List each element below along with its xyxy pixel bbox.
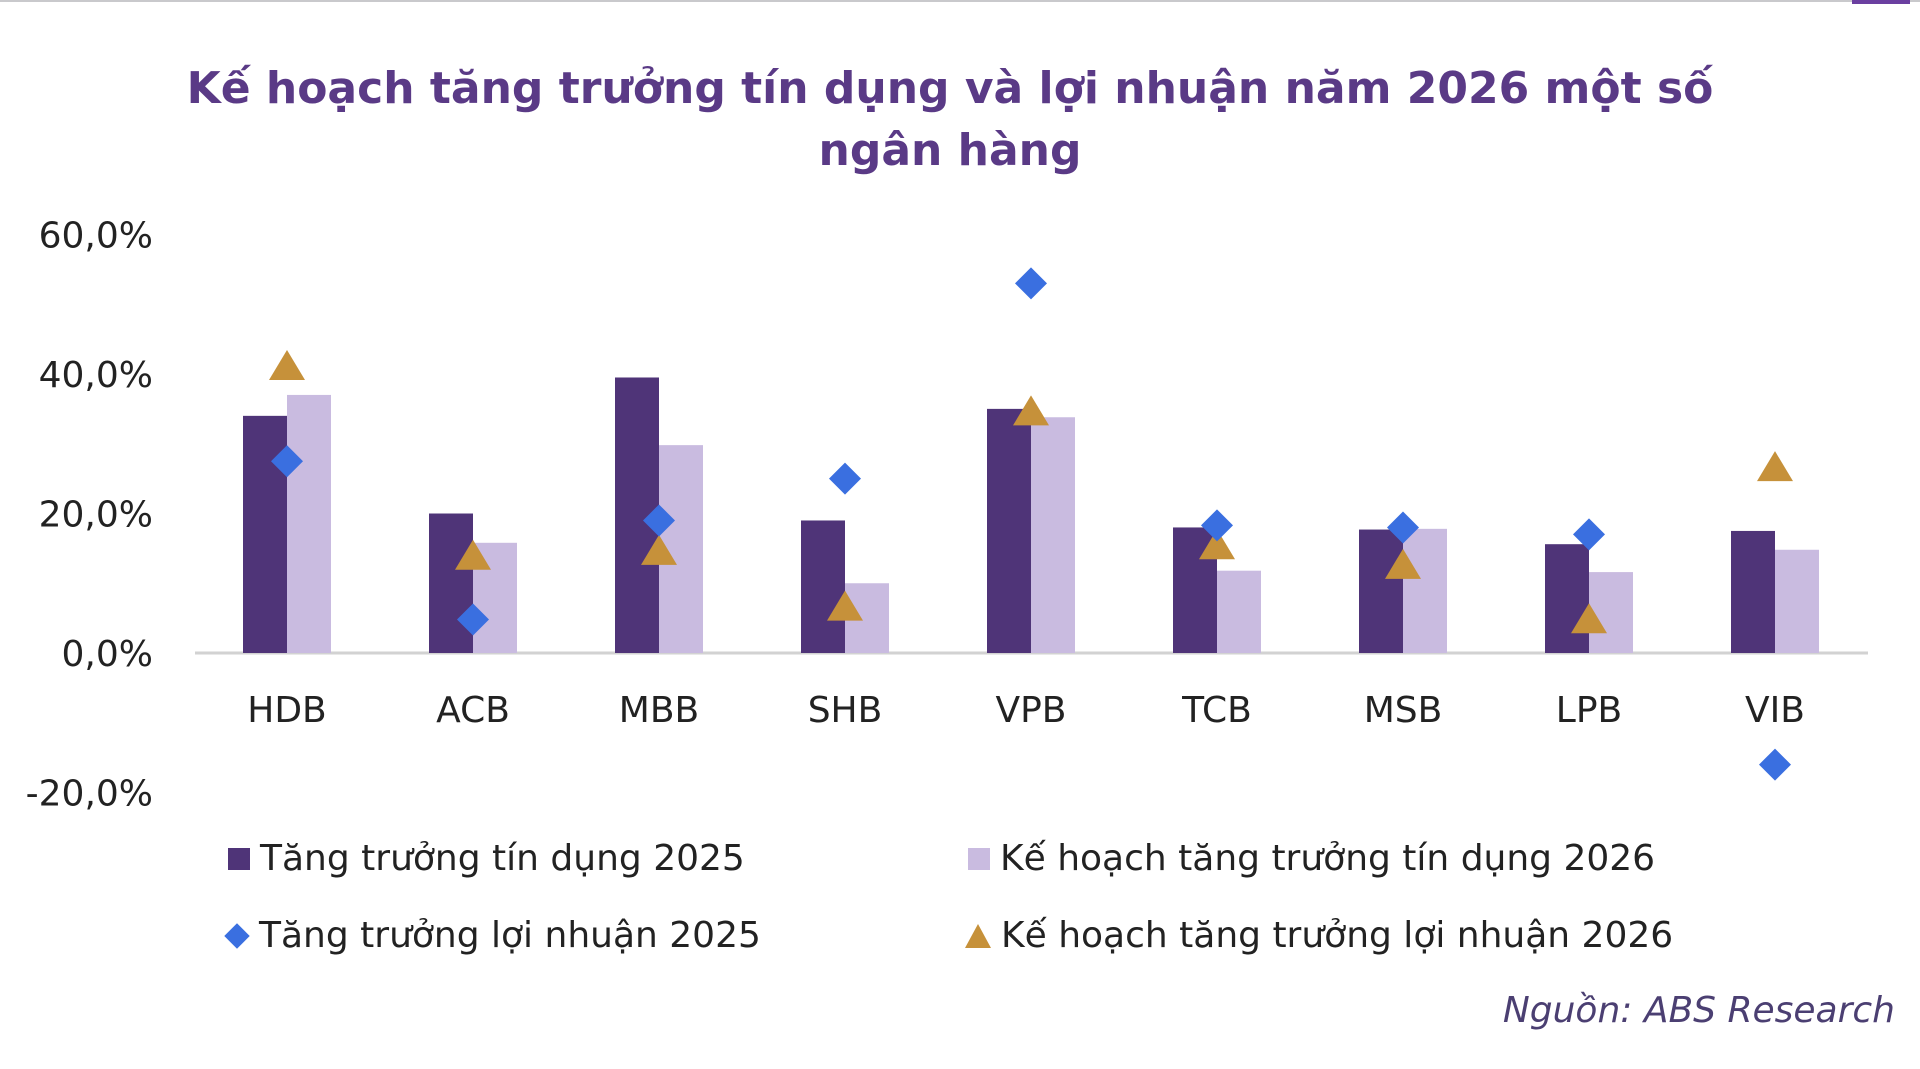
marker-profit-plan-2026: [1571, 603, 1607, 634]
marker-profit-plan-2026: [1757, 451, 1793, 482]
bar-credit-2025: [801, 520, 845, 653]
marker-profit-plan-2026: [1199, 529, 1235, 560]
y-tick-label: 20,0%: [39, 495, 153, 536]
marker-profit-plan-2026: [827, 590, 863, 621]
x-tick-label: ACB: [436, 690, 510, 731]
y-tick-label: 0,0%: [62, 634, 153, 675]
corner-accent: [1852, 0, 1910, 4]
bar-credit-plan-2026: [1589, 572, 1633, 653]
marker-profit-2025: [271, 445, 303, 478]
x-tick-label: SHB: [808, 690, 883, 731]
chart-title: Kế hoạch tăng trưởng tín dụng và lợi nhu…: [186, 63, 1714, 176]
x-tick-label: VPB: [995, 690, 1066, 731]
bar-credit-2025: [429, 513, 473, 653]
marker-profit-plan-2026: [1013, 395, 1049, 426]
marker-profit-2025: [1759, 748, 1791, 781]
y-tick-label: -20,0%: [26, 774, 153, 815]
bar-credit-plan-2026: [1775, 549, 1819, 653]
x-tick-label: MBB: [619, 690, 699, 731]
bar-credit-plan-2026: [1031, 417, 1075, 653]
x-tick-label: LPB: [1556, 690, 1622, 731]
marker-profit-plan-2026: [1385, 548, 1421, 579]
marker-profit-2025: [457, 603, 489, 636]
marker-profit-2025: [643, 504, 675, 537]
x-tick-label: MSB: [1364, 690, 1443, 731]
marker-profit-2025: [1015, 267, 1047, 300]
source-note: Nguồn: ABS Research: [1502, 990, 1895, 1031]
bar-credit-2025: [1359, 529, 1403, 653]
bar-credit-2025: [1731, 530, 1775, 653]
x-tick-label: TCB: [1181, 690, 1252, 731]
bar-credit-2025: [1545, 544, 1589, 653]
y-tick-label: 40,0%: [39, 355, 153, 396]
bar-credit-plan-2026: [1217, 570, 1261, 653]
bar-credit-plan-2026: [287, 394, 331, 653]
marker-profit-2025: [829, 462, 861, 495]
marker-profit-plan-2026: [269, 350, 305, 381]
x-tick-label: VIB: [1745, 690, 1805, 731]
top-rule: [0, 0, 1920, 2]
x-tick-label: HDB: [247, 690, 327, 731]
marker-profit-plan-2026: [455, 539, 491, 570]
bar-credit-2025: [243, 415, 287, 653]
bar-credit-2025: [987, 408, 1031, 653]
marker-profit-2025: [1201, 509, 1233, 542]
marker-profit-2025: [1573, 518, 1605, 551]
marker-profit-plan-2026: [641, 534, 677, 565]
bar-credit-plan-2026: [1403, 528, 1447, 653]
y-tick-label: 60,0%: [39, 216, 153, 257]
marker-profit-2025: [1387, 511, 1419, 544]
